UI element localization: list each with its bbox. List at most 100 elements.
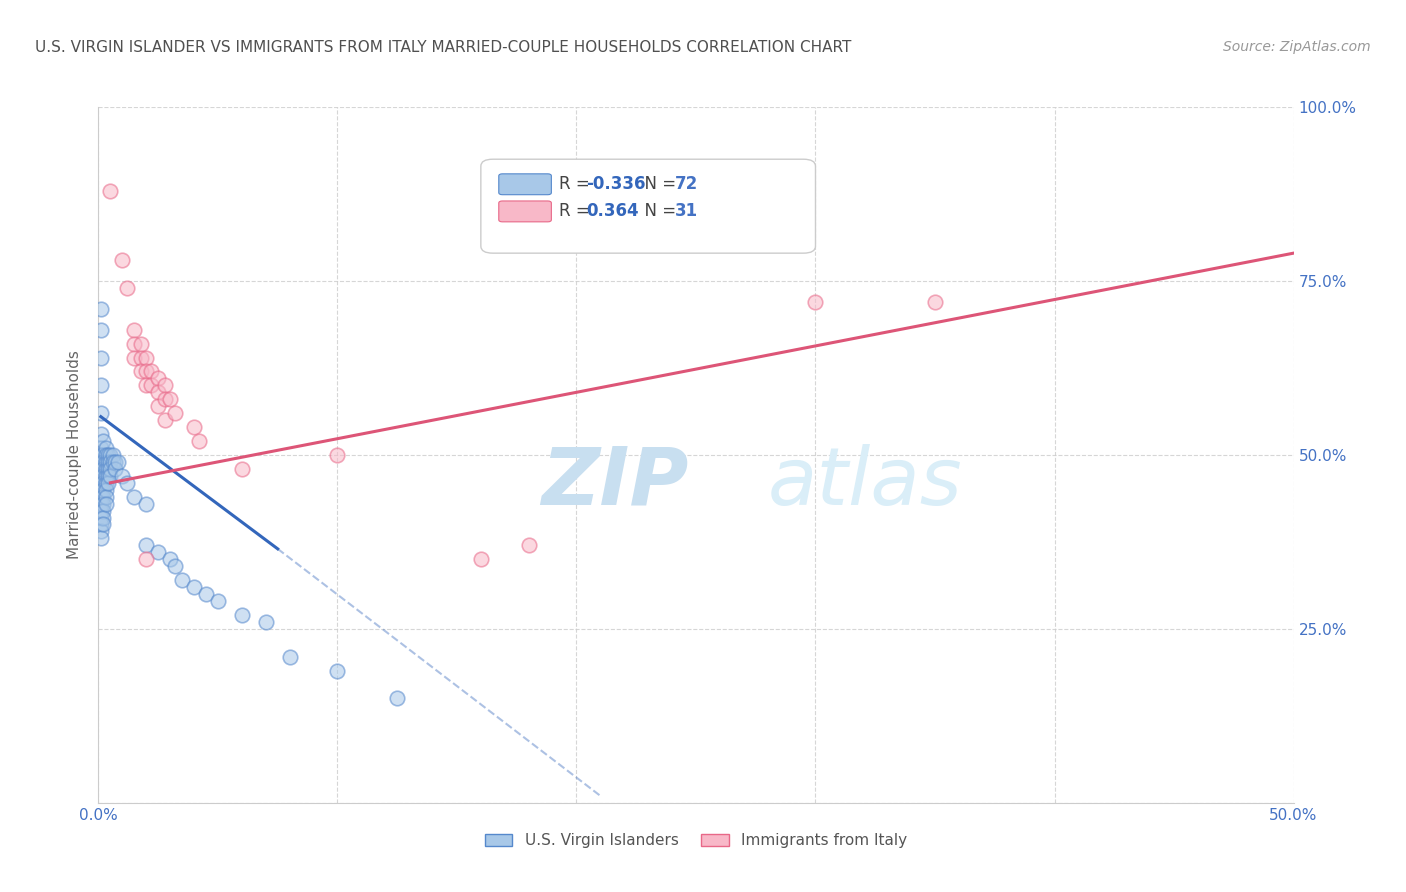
Point [90, 441, 112, 455]
Text: atlas: atlas [768, 443, 963, 522]
Point [470, 552, 492, 566]
Point [90, 524, 112, 539]
Text: N =: N = [634, 202, 681, 220]
Point [517, 538, 540, 552]
Point [135, 378, 157, 392]
Point [90, 448, 112, 462]
Point [90, 301, 112, 316]
Point [101, 455, 124, 469]
Point [90, 510, 112, 524]
Point [90, 503, 112, 517]
Point [90, 475, 112, 490]
Point [155, 413, 177, 427]
Point [155, 392, 177, 407]
Point [254, 615, 277, 629]
Point [90, 462, 112, 476]
Point [804, 294, 827, 309]
FancyBboxPatch shape [499, 201, 551, 222]
Point [131, 336, 153, 351]
Point [115, 281, 138, 295]
Point [163, 559, 186, 574]
Point [135, 552, 157, 566]
Point [124, 490, 146, 504]
Point [97, 448, 120, 462]
Point [90, 323, 112, 337]
Point [98, 462, 122, 476]
Point [135, 364, 157, 378]
Point [91, 497, 114, 511]
Point [90, 490, 112, 504]
Point [172, 573, 194, 587]
Point [90, 483, 112, 497]
Point [94, 448, 117, 462]
Text: N =: N = [634, 175, 681, 193]
FancyBboxPatch shape [499, 174, 551, 194]
Point [101, 448, 124, 462]
Point [159, 552, 181, 566]
Point [91, 510, 114, 524]
Point [139, 364, 162, 378]
Point [187, 434, 209, 448]
Y-axis label: Married-couple Households: Married-couple Households [67, 351, 83, 559]
Point [124, 336, 146, 351]
Point [90, 455, 112, 469]
Point [326, 448, 349, 462]
Text: ZIP: ZIP [541, 443, 688, 522]
Point [91, 468, 114, 483]
Point [90, 378, 112, 392]
Point [91, 434, 114, 448]
Point [91, 455, 114, 469]
Point [91, 448, 114, 462]
Point [98, 448, 122, 462]
Point [97, 462, 120, 476]
Text: U.S. VIRGIN ISLANDER VS IMMIGRANTS FROM ITALY MARRIED-COUPLE HOUSEHOLDS CORRELAT: U.S. VIRGIN ISLANDER VS IMMIGRANTS FROM … [35, 40, 852, 55]
Point [159, 392, 181, 407]
Point [91, 483, 114, 497]
Point [135, 497, 157, 511]
Point [94, 441, 117, 455]
FancyBboxPatch shape [481, 159, 815, 253]
Point [90, 517, 112, 532]
Point [207, 594, 229, 608]
Point [148, 399, 170, 413]
Point [183, 580, 205, 594]
Point [135, 538, 157, 552]
Point [94, 462, 117, 476]
Point [98, 184, 122, 198]
Text: Source: ZipAtlas.com: Source: ZipAtlas.com [1223, 40, 1371, 54]
Point [91, 462, 114, 476]
Point [94, 455, 117, 469]
Point [148, 385, 170, 400]
Point [278, 649, 301, 664]
Point [124, 323, 146, 337]
Point [124, 351, 146, 365]
Point [97, 475, 120, 490]
Point [91, 517, 114, 532]
Point [195, 587, 218, 601]
Text: 31: 31 [675, 202, 697, 220]
Point [111, 468, 134, 483]
Point [90, 497, 112, 511]
Text: 0.364: 0.364 [586, 202, 638, 220]
Point [111, 253, 134, 268]
Point [155, 378, 177, 392]
Point [94, 490, 117, 504]
Point [148, 545, 170, 559]
Point [91, 475, 114, 490]
Point [94, 475, 117, 490]
Text: 72: 72 [675, 175, 697, 193]
Point [139, 378, 162, 392]
Point [97, 455, 120, 469]
Point [94, 483, 117, 497]
Point [94, 468, 117, 483]
Point [148, 371, 170, 385]
Point [115, 475, 138, 490]
Point [90, 468, 112, 483]
Point [231, 607, 253, 622]
Point [385, 691, 409, 706]
Point [98, 455, 122, 469]
Point [135, 351, 157, 365]
Point [90, 351, 112, 365]
Point [94, 497, 117, 511]
Point [91, 490, 114, 504]
